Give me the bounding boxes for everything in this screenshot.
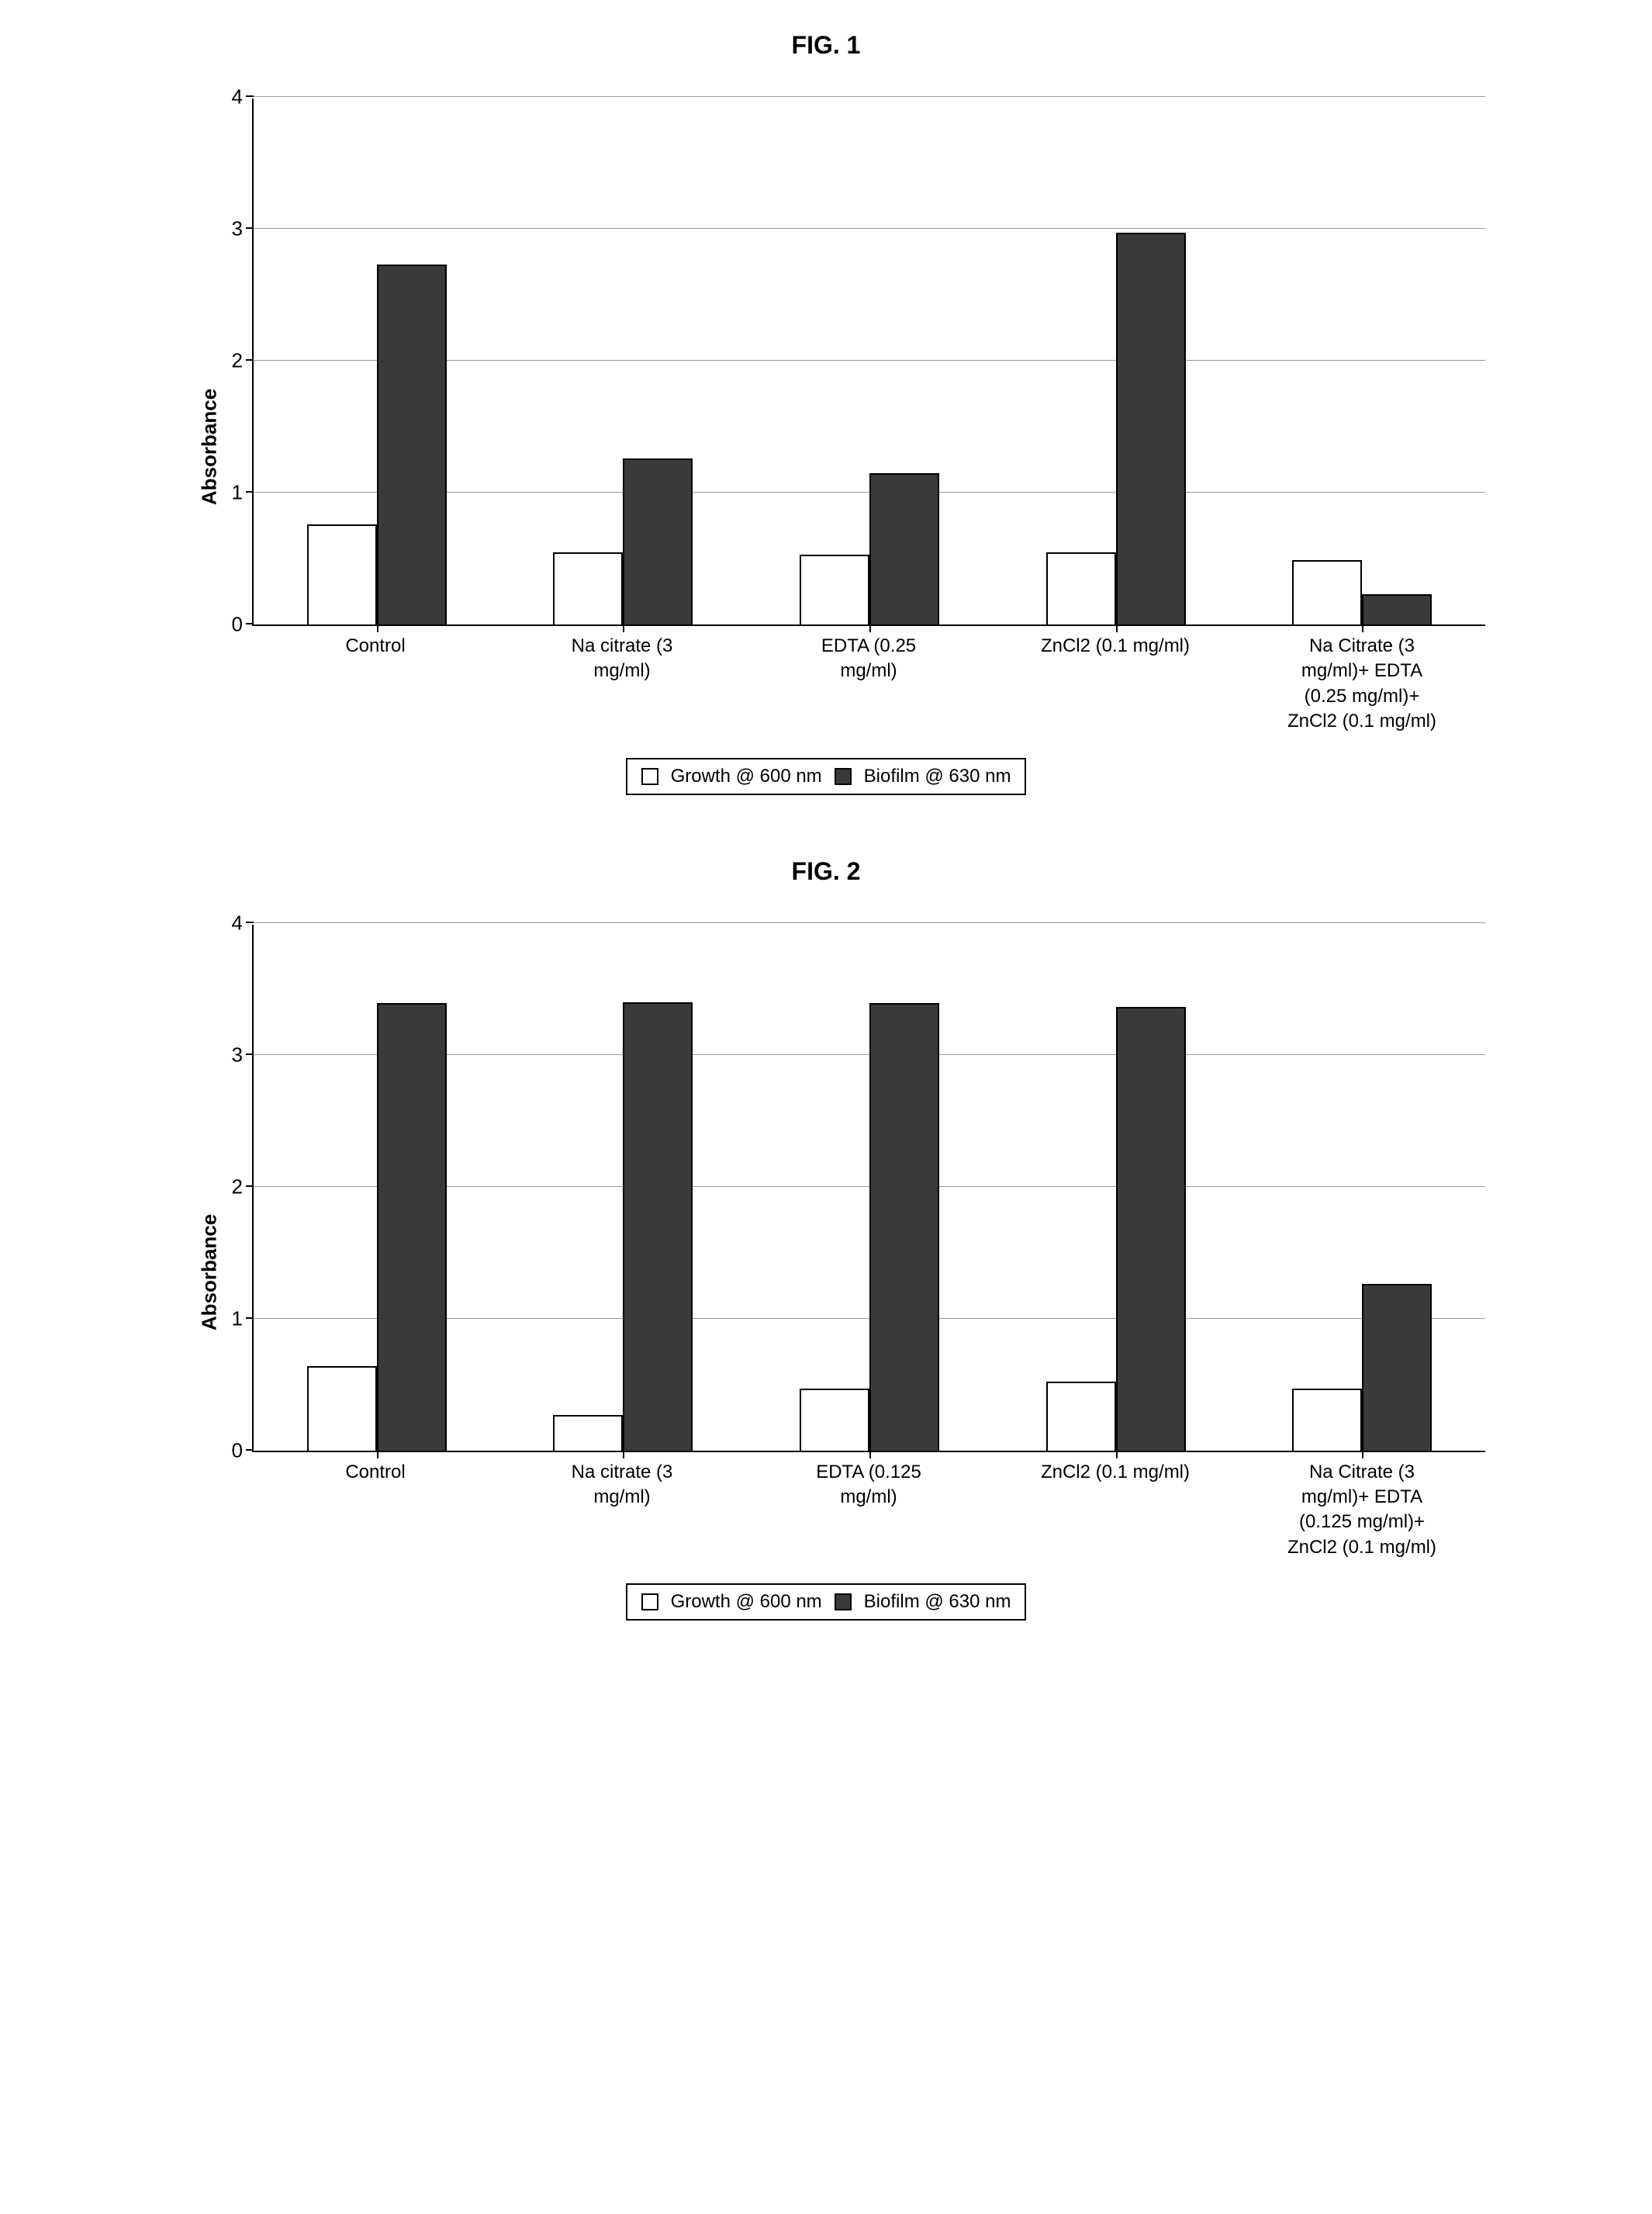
ytick-label: 0 bbox=[232, 613, 243, 637]
ytick-label: 1 bbox=[232, 481, 243, 505]
xtick-mark bbox=[623, 624, 624, 632]
ytick-label: 3 bbox=[232, 1043, 243, 1067]
xtick-mark bbox=[869, 1451, 871, 1458]
plot-area: 01234 bbox=[252, 925, 1485, 1452]
x-label: ZnCl2 (0.1 mg/ml) bbox=[992, 626, 1239, 735]
plot-area: 01234 bbox=[252, 99, 1485, 626]
bar-groups bbox=[254, 99, 1485, 624]
growth-bar bbox=[553, 1415, 623, 1451]
gridline bbox=[254, 922, 1485, 923]
chart-wrap: Absorbance 01234ControlNa citrate (3 mg/m… bbox=[167, 99, 1485, 795]
growth-bar bbox=[1292, 560, 1362, 624]
ytick-mark bbox=[246, 1317, 254, 1319]
growth-bar bbox=[800, 1389, 869, 1451]
bar-group bbox=[254, 925, 500, 1451]
chart-wrap: Absorbance 01234ControlNa citrate (3 mg/m… bbox=[167, 925, 1485, 1621]
y-axis-label: Absorbance bbox=[198, 389, 222, 505]
x-label: EDTA (0.125 mg/ml) bbox=[745, 1452, 992, 1561]
y-axis-label: Absorbance bbox=[198, 1214, 222, 1330]
bar-group bbox=[993, 925, 1239, 1451]
biofilm-bar bbox=[623, 458, 693, 624]
ytick-label: 2 bbox=[232, 349, 243, 373]
ytick-mark bbox=[246, 1449, 254, 1451]
growth-bar bbox=[1046, 1382, 1116, 1450]
growth-bar bbox=[1292, 1389, 1362, 1451]
ytick-label: 2 bbox=[232, 1174, 243, 1199]
x-label: Control bbox=[252, 626, 499, 735]
bar-group bbox=[1239, 99, 1485, 624]
legend-label: Growth @ 600 nm bbox=[671, 766, 822, 787]
biofilm-bar bbox=[1116, 1007, 1186, 1450]
ytick-mark bbox=[246, 95, 254, 97]
x-label: ZnCl2 (0.1 mg/ml) bbox=[992, 1452, 1239, 1561]
ytick-mark bbox=[246, 227, 254, 229]
legend-swatch bbox=[835, 768, 852, 785]
figure-2: FIG. 2Absorbance01234ControlNa citrate (… bbox=[47, 857, 1605, 1621]
biofilm-bar bbox=[377, 1003, 447, 1450]
ytick-mark bbox=[246, 1053, 254, 1055]
ytick-label: 1 bbox=[232, 1306, 243, 1330]
biofilm-bar bbox=[623, 1002, 693, 1451]
legend-swatch bbox=[641, 1593, 658, 1610]
xtick-mark bbox=[1116, 624, 1118, 632]
bar-groups bbox=[254, 925, 1485, 1451]
growth-bar bbox=[800, 555, 869, 624]
x-label: Control bbox=[252, 1452, 499, 1561]
figure-1: FIG. 1Absorbance01234ControlNa citrate (… bbox=[47, 31, 1605, 795]
bar-group bbox=[993, 99, 1239, 624]
x-label: Na Citrate (3 mg/ml)+ EDTA (0.125 mg/ml)… bbox=[1239, 1452, 1485, 1561]
legend: Growth @ 600 nm Biofilm @ 630 nm bbox=[626, 758, 1027, 795]
bar-group bbox=[746, 99, 993, 624]
legend-swatch bbox=[641, 768, 658, 785]
biofilm-bar bbox=[1362, 1284, 1432, 1450]
xtick-mark bbox=[1362, 1451, 1363, 1458]
figure-title: FIG. 1 bbox=[47, 31, 1605, 60]
x-labels-row: ControlNa citrate (3 mg/ml)EDTA (0.125 m… bbox=[252, 1452, 1485, 1561]
growth-bar bbox=[307, 524, 377, 624]
ytick-mark bbox=[246, 623, 254, 624]
biofilm-bar bbox=[1116, 233, 1186, 624]
gridline bbox=[254, 96, 1485, 97]
ytick-mark bbox=[246, 1185, 254, 1187]
x-labels-row: ControlNa citrate (3 mg/ml)EDTA (0.25 mg… bbox=[252, 626, 1485, 735]
legend-label: Biofilm @ 630 nm bbox=[864, 1591, 1011, 1613]
growth-bar bbox=[1046, 552, 1116, 625]
x-label: Na citrate (3 mg/ml) bbox=[499, 1452, 745, 1561]
xtick-mark bbox=[377, 1451, 378, 1458]
xtick-mark bbox=[1362, 624, 1363, 632]
ytick-mark bbox=[246, 491, 254, 493]
x-label: EDTA (0.25 mg/ml) bbox=[745, 626, 992, 735]
biofilm-bar bbox=[1362, 594, 1432, 624]
ytick-mark bbox=[246, 922, 254, 923]
bar-group bbox=[500, 925, 747, 1451]
xtick-mark bbox=[869, 624, 871, 632]
xtick-mark bbox=[1116, 1451, 1118, 1458]
ytick-label: 4 bbox=[232, 85, 243, 109]
bar-group bbox=[500, 99, 747, 624]
ytick-label: 3 bbox=[232, 217, 243, 241]
legend-label: Growth @ 600 nm bbox=[671, 1591, 822, 1613]
legend: Growth @ 600 nm Biofilm @ 630 nm bbox=[626, 1583, 1027, 1621]
growth-bar bbox=[307, 1366, 377, 1451]
biofilm-bar bbox=[869, 473, 939, 625]
ytick-label: 4 bbox=[232, 911, 243, 935]
growth-bar bbox=[553, 552, 623, 625]
bar-group bbox=[254, 99, 500, 624]
x-label: Na citrate (3 mg/ml) bbox=[499, 626, 745, 735]
biofilm-bar bbox=[377, 265, 447, 624]
bar-group bbox=[746, 925, 993, 1451]
ytick-mark bbox=[246, 359, 254, 361]
legend-label: Biofilm @ 630 nm bbox=[864, 766, 1011, 787]
xtick-mark bbox=[623, 1451, 624, 1458]
biofilm-bar bbox=[869, 1003, 939, 1450]
x-label: Na Citrate (3 mg/ml)+ EDTA (0.25 mg/ml)+… bbox=[1239, 626, 1485, 735]
xtick-mark bbox=[377, 624, 378, 632]
figure-title: FIG. 2 bbox=[47, 857, 1605, 886]
legend-swatch bbox=[835, 1593, 852, 1610]
bar-group bbox=[1239, 925, 1485, 1451]
ytick-label: 0 bbox=[232, 1438, 243, 1462]
